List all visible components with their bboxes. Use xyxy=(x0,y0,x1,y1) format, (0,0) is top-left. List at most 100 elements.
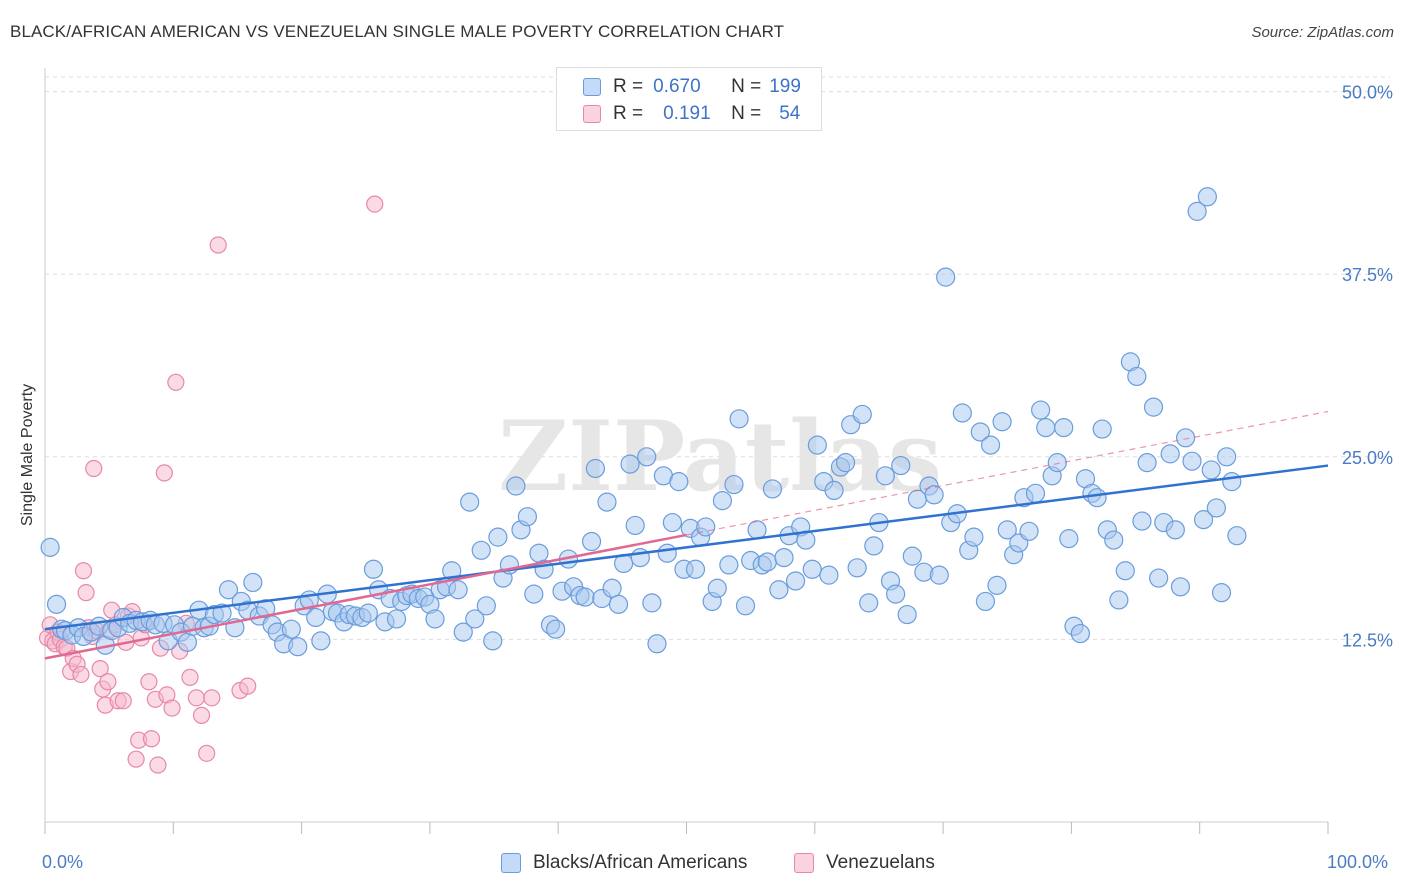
legend-swatch-pink xyxy=(794,853,814,873)
venezuelan-point xyxy=(149,756,167,774)
black-point xyxy=(1175,428,1196,448)
black-point xyxy=(757,552,777,572)
black-point xyxy=(177,632,198,652)
legend-swatch-blue xyxy=(583,78,601,96)
black-point xyxy=(1149,568,1169,588)
black-point xyxy=(1227,526,1247,546)
legend-r-label: R = xyxy=(613,76,644,97)
black-point xyxy=(847,558,867,578)
black-point xyxy=(476,596,496,616)
series-legend: Blacks/African Americans Venezuelans xyxy=(0,852,1406,876)
trend-line-venezuelans-extension xyxy=(686,410,1329,536)
black-point xyxy=(1211,583,1232,603)
black-point xyxy=(1182,451,1202,471)
black-point xyxy=(1143,397,1164,417)
black-point xyxy=(875,466,895,486)
black-point xyxy=(696,517,716,537)
black-point xyxy=(425,609,445,629)
legend-n-label: N = xyxy=(731,103,762,124)
venezuelan-point xyxy=(140,673,158,691)
black-point xyxy=(40,537,60,557)
black-point xyxy=(735,596,756,616)
black-point xyxy=(471,540,491,560)
black-point xyxy=(288,637,308,657)
black-point xyxy=(517,507,538,527)
black-point xyxy=(802,559,822,579)
black-point xyxy=(1031,400,1051,420)
black-point xyxy=(1160,444,1180,464)
black-point xyxy=(769,580,789,600)
black-point xyxy=(1115,561,1135,581)
black-point xyxy=(647,634,667,654)
x-tick-max: 100.0% xyxy=(1327,852,1389,872)
legend-n-label: N = xyxy=(731,76,762,97)
black-point xyxy=(506,476,526,496)
legend-item-blacks: Blacks/African Americans xyxy=(501,852,747,874)
legend-label-blacks: Blacks/African Americans xyxy=(533,852,748,873)
black-point xyxy=(924,485,944,505)
black-point xyxy=(997,520,1017,540)
black-point xyxy=(218,580,239,600)
venezuelan-point xyxy=(366,195,384,213)
black-point xyxy=(719,555,739,575)
black-point xyxy=(662,512,682,533)
black-point xyxy=(642,593,662,613)
venezuelan-point xyxy=(114,692,132,710)
black-point xyxy=(306,607,326,628)
legend-row-venezuelans: R = 0.191 N = 54 xyxy=(583,102,800,126)
black-point xyxy=(1059,529,1079,549)
black-point xyxy=(729,409,749,429)
venezuelan-point xyxy=(163,699,181,717)
black-point xyxy=(1170,577,1191,597)
black-point xyxy=(807,435,827,455)
black-point xyxy=(1222,472,1242,492)
y-tick-label: 25.0% xyxy=(1342,448,1393,468)
black-point xyxy=(724,474,744,495)
trend-line-blacks xyxy=(44,464,1329,631)
black-point xyxy=(581,531,602,552)
venezuelan-point xyxy=(127,750,145,768)
black-point xyxy=(902,546,922,566)
black-point xyxy=(669,472,689,492)
black-point xyxy=(483,631,503,651)
black-point xyxy=(1201,460,1221,480)
legend-r-label: R = xyxy=(613,103,644,124)
black-point xyxy=(1104,530,1124,550)
venezuelan-point xyxy=(85,459,103,478)
venezuelan-point xyxy=(181,668,199,686)
black-point xyxy=(1092,419,1112,439)
black-point xyxy=(886,584,906,604)
black-point xyxy=(964,527,984,547)
black-point xyxy=(785,571,806,591)
black-point xyxy=(620,454,640,474)
legend-n-value: 199 xyxy=(769,76,801,97)
venezuelan-point xyxy=(187,689,205,707)
black-point xyxy=(597,492,617,512)
legend-swatch-pink xyxy=(583,105,601,123)
y-axis-label: Single Male Poverty xyxy=(19,383,36,527)
black-point xyxy=(747,520,767,540)
venezuelan-point xyxy=(239,677,257,695)
black-point xyxy=(859,593,879,613)
black-point xyxy=(602,578,622,598)
black-point xyxy=(1206,498,1226,518)
venezuelan-point xyxy=(77,584,95,602)
venezuelan-point xyxy=(209,236,227,254)
black-point xyxy=(987,575,1007,595)
black-point xyxy=(212,603,232,623)
black-point xyxy=(852,404,872,425)
black-point xyxy=(1019,521,1039,541)
venezuelan-point xyxy=(74,562,93,580)
legend-item-venezuelans: Venezuelans xyxy=(794,852,935,874)
black-point xyxy=(707,578,727,598)
black-point xyxy=(975,591,996,612)
black-point xyxy=(952,403,972,423)
black-point xyxy=(363,559,384,579)
black-point xyxy=(864,536,884,556)
black-point xyxy=(386,609,407,629)
black-point xyxy=(1217,447,1237,467)
black-point xyxy=(1127,366,1147,387)
black-point xyxy=(936,267,956,287)
black-point xyxy=(1165,520,1185,540)
venezuelan-point xyxy=(91,660,109,678)
